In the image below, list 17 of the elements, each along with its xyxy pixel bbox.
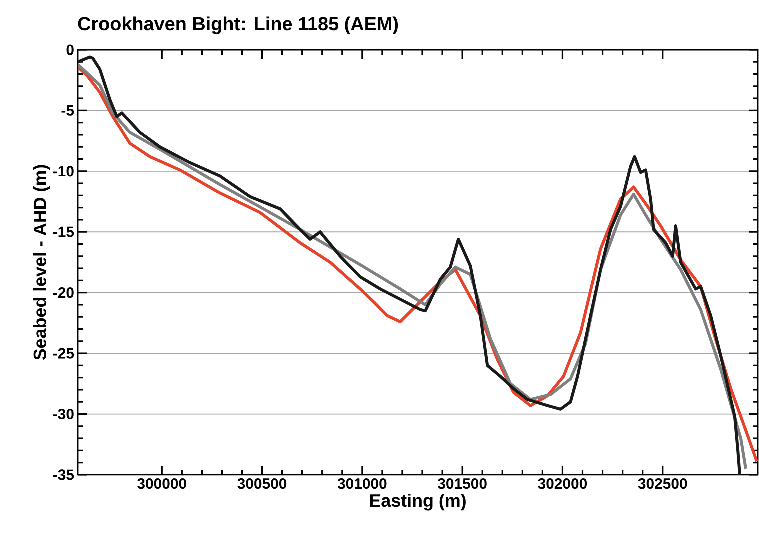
y-tick-label: -5: [62, 105, 74, 116]
y-tick-label: 0: [66, 44, 74, 56]
x-tick-label: 301000: [338, 478, 387, 490]
y-tick-label: -15: [53, 226, 74, 238]
x-tick-label: 300500: [238, 478, 287, 490]
y-tick-label: -20: [53, 288, 74, 298]
x-tick-label: 301500: [438, 478, 487, 490]
x-tick-label: 302000: [538, 478, 588, 490]
x-axis-title: Easting (m): [370, 494, 466, 511]
y-tick-label: -25: [53, 348, 74, 359]
chart-title: Crookhaven Bight: Line 1185 (AEM): [78, 16, 398, 34]
y-tick-label: -30: [53, 408, 74, 420]
x-tick-label: 302500: [638, 478, 688, 490]
y-tick-label: -35: [53, 470, 74, 480]
y-tick-label: -10: [53, 166, 74, 177]
y-axis-title: Seabed level - AHD (m): [33, 165, 50, 360]
x-tick-label: 300000: [138, 478, 186, 490]
